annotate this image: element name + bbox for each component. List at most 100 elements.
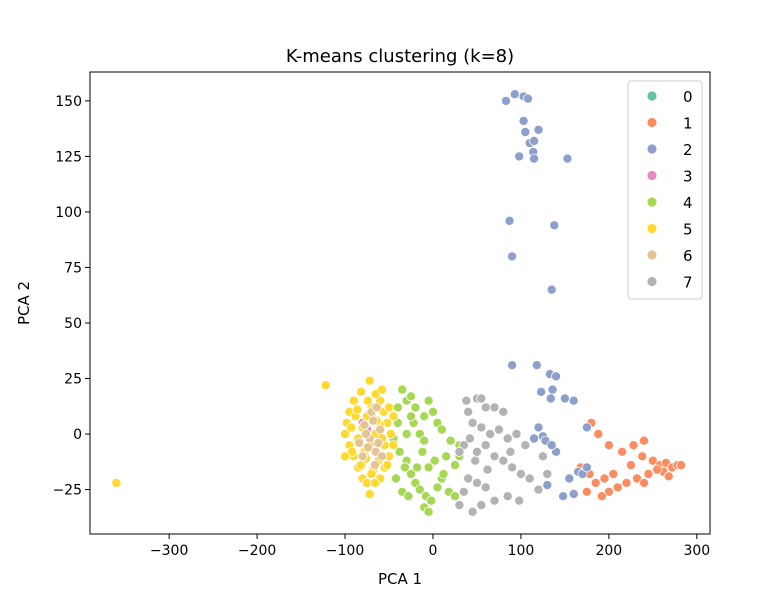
data-point-cluster-7 [470, 455, 481, 466]
data-point-cluster-1 [637, 451, 648, 462]
data-point-cluster-2 [533, 124, 544, 135]
data-point-cluster-4 [432, 482, 443, 493]
data-point-cluster-7 [471, 477, 482, 488]
y-tick-label: 25 [64, 372, 82, 388]
data-point-cluster-2 [568, 395, 579, 406]
y-tick-label: 0 [73, 427, 82, 443]
data-point-cluster-5 [376, 384, 387, 395]
data-point-cluster-5 [364, 375, 375, 386]
x-tick-label: −300 [150, 543, 188, 559]
data-point-cluster-4 [410, 402, 421, 413]
data-point-cluster-6 [371, 402, 382, 413]
data-point-cluster-5 [348, 395, 359, 406]
data-point-cluster-1 [639, 477, 650, 488]
data-point-cluster-4 [445, 435, 456, 446]
data-point-cluster-7 [489, 402, 500, 413]
data-point-cluster-7 [520, 440, 531, 451]
data-point-cluster-1 [603, 486, 614, 497]
data-point-cluster-6 [376, 451, 387, 462]
legend-box [627, 80, 703, 300]
data-point-cluster-6 [361, 428, 372, 439]
data-point-cluster-5 [347, 446, 358, 457]
data-point-cluster-5 [388, 440, 399, 451]
data-point-cluster-6 [354, 437, 365, 448]
data-point-cluster-5 [355, 386, 366, 397]
data-point-cluster-4 [414, 484, 425, 495]
data-point-cluster-7 [454, 446, 465, 457]
legend: 0 1 2 3 4 5 6 7 [627, 80, 703, 300]
data-point-cluster-5 [339, 451, 350, 462]
data-point-cluster-7 [461, 395, 472, 406]
data-point-cluster-1 [652, 464, 663, 475]
data-point-cluster-2 [546, 284, 557, 295]
data-point-cluster-4 [441, 451, 452, 462]
y-tick-label: 125 [55, 149, 82, 165]
data-point-cluster-7 [542, 468, 553, 479]
y-tick-label: 100 [55, 205, 82, 221]
data-point-cluster-4 [419, 435, 430, 446]
data-point-cluster-6 [362, 442, 373, 453]
legend-label-4: 4 [683, 194, 693, 212]
data-point-cluster-7 [507, 462, 518, 473]
data-point-cluster-2 [529, 135, 540, 146]
data-point-cluster-7 [514, 495, 525, 506]
x-tick-label: 100 [508, 543, 535, 559]
data-point-cluster-7 [485, 428, 496, 439]
x-tick-label: 200 [595, 543, 622, 559]
data-point-cluster-7 [480, 482, 491, 493]
data-point-cluster-4 [403, 491, 414, 502]
data-point-cluster-4 [417, 446, 428, 457]
data-point-cluster-7 [464, 433, 475, 444]
data-point-cluster-1 [612, 482, 623, 493]
data-point-cluster-4 [429, 455, 440, 466]
data-point-cluster-7 [489, 451, 500, 462]
data-point-cluster-1 [647, 455, 658, 466]
data-point-cluster-2 [531, 360, 542, 371]
data-point-cluster-5 [339, 428, 350, 439]
data-point-cluster-2 [504, 215, 515, 226]
legend-marker-4 [646, 196, 658, 208]
data-point-cluster-7 [467, 506, 478, 517]
axis-ticks: −300 −200 −100 0 100 200 300−25025507510012515… [52, 94, 710, 559]
legend-label-1: 1 [683, 115, 693, 133]
data-point-cluster-4 [449, 491, 460, 502]
data-point-cluster-6 [359, 420, 370, 431]
data-point-cluster-1 [617, 446, 628, 457]
data-point-cluster-4 [401, 428, 412, 439]
data-point-cluster-7 [476, 393, 487, 404]
y-tick-label: 75 [64, 260, 82, 276]
data-point-cluster-2 [518, 115, 529, 126]
data-point-cluster-2 [500, 95, 511, 106]
data-point-cluster-4 [405, 391, 416, 402]
legend-marker-0 [646, 90, 658, 102]
data-point-cluster-2 [509, 89, 520, 100]
data-point-cluster-5 [364, 488, 375, 499]
data-point-cluster-2 [507, 251, 518, 262]
data-point-cluster-7 [533, 484, 544, 495]
x-tick-label: 0 [429, 543, 438, 559]
data-point-cluster-4 [399, 462, 410, 473]
legend-label-5: 5 [683, 221, 693, 239]
data-point-cluster-7 [505, 446, 516, 457]
x-tick-label: −200 [238, 543, 276, 559]
data-point-cluster-2 [559, 393, 570, 404]
data-point-cluster-2 [542, 480, 553, 491]
data-point-cluster-1 [596, 491, 607, 502]
data-point-cluster-7 [489, 495, 500, 506]
data-point-cluster-7 [493, 424, 504, 435]
data-point-cluster-4 [438, 468, 449, 479]
data-point-cluster-5 [320, 380, 331, 391]
data-point-cluster-7 [480, 402, 491, 413]
data-point-cluster-1 [663, 471, 674, 482]
data-point-cluster-7 [524, 473, 535, 484]
data-point-cluster-7 [471, 446, 482, 457]
y-tick-label: 50 [64, 316, 82, 332]
data-point-cluster-7 [463, 473, 474, 484]
data-point-cluster-7 [498, 455, 509, 466]
legend-label-3: 3 [683, 168, 693, 186]
data-point-cluster-4 [423, 462, 434, 473]
data-point-cluster-5 [362, 395, 373, 406]
legend-marker-6 [646, 249, 658, 261]
data-point-cluster-2 [514, 151, 525, 162]
data-point-cluster-7 [458, 486, 469, 497]
